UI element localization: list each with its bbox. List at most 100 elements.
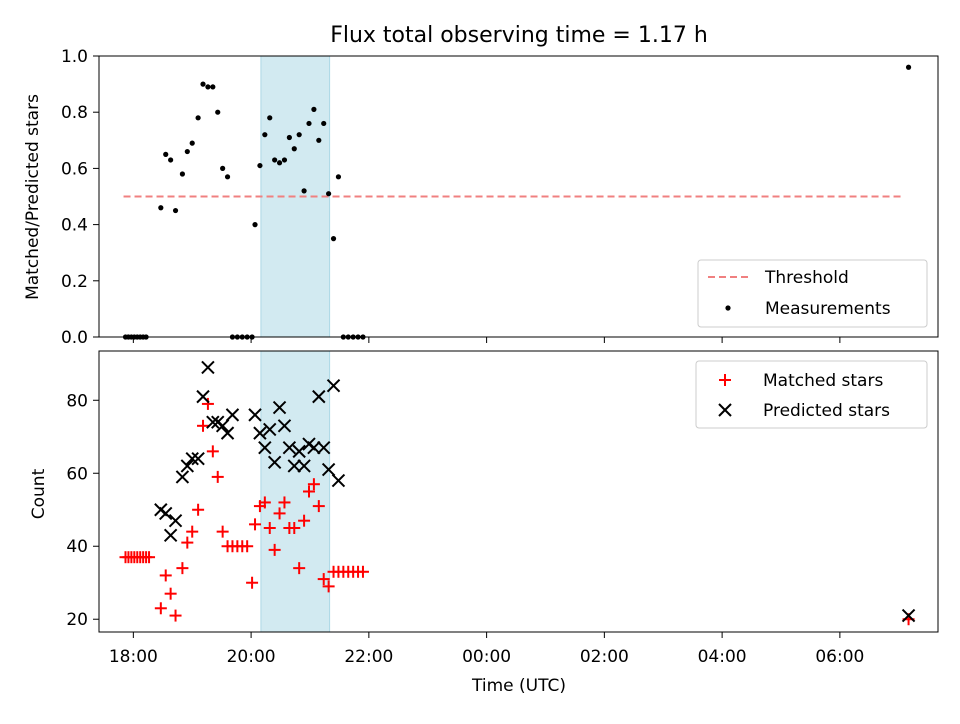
bottom-observing-span <box>260 350 331 633</box>
matched-star-point <box>273 507 286 520</box>
top-y-tick-label: 1.0 <box>61 47 88 67</box>
measurement-point <box>276 160 283 166</box>
matched-star-point <box>159 569 172 582</box>
bottom-y-axis-label: Count <box>29 468 49 519</box>
top-axes-frame <box>98 55 939 338</box>
measurement-point <box>200 81 206 87</box>
legend-matched-label: Matched stars <box>763 371 883 391</box>
predicted-star-point <box>287 459 301 473</box>
bottom-legend: Matched stars Predicted stars <box>695 360 928 429</box>
measurement-point <box>296 132 302 138</box>
measurement-point <box>195 115 201 121</box>
measurement-point <box>163 151 169 157</box>
measurement-point <box>905 64 912 70</box>
matched-star-point <box>206 445 219 458</box>
matched-star-point <box>322 580 335 593</box>
matched-star-point <box>298 514 311 527</box>
measurement-point <box>220 165 226 171</box>
measurement-point <box>210 84 216 90</box>
measurement-point <box>168 157 174 163</box>
bottom-y-tick-label: 80 <box>66 391 88 411</box>
measurement-point <box>205 84 211 90</box>
x-tick-label: 18:00 <box>109 647 158 667</box>
matched-star-point <box>258 496 271 509</box>
predicted-star-point <box>277 419 292 433</box>
predicted-star-point <box>267 455 282 470</box>
measurement-point <box>301 188 307 194</box>
matched-star-point <box>197 419 210 432</box>
top-y-tick-label: 0.0 <box>61 328 88 348</box>
legend-measurements-swatch <box>725 305 731 311</box>
matched-star-point <box>317 573 330 586</box>
predicted-star-point <box>253 426 267 440</box>
matched-star-point <box>263 521 276 534</box>
predicted-star-point <box>307 441 321 455</box>
x-tick-label: 04:00 <box>698 647 747 667</box>
matched-star-point <box>356 565 369 578</box>
legend-predicted-label: Predicted stars <box>763 401 890 421</box>
predicted-star-point <box>263 422 277 437</box>
matched-star-point <box>288 521 301 534</box>
bottom-axes-frame <box>98 350 939 633</box>
x-tick-label: 02:00 <box>580 647 629 667</box>
measurement-point <box>335 174 342 180</box>
legend-threshold-label: Threshold <box>764 268 849 288</box>
top-legend: Threshold Measurements <box>697 259 928 328</box>
predicted-star-point <box>175 470 190 484</box>
x-tick-label: 06:00 <box>815 647 864 667</box>
top-y-tick-label: 0.4 <box>61 216 88 236</box>
measurement-point <box>184 148 190 155</box>
measurement-point <box>189 140 195 146</box>
measurement-point <box>224 174 231 180</box>
matched-star-point <box>211 470 224 483</box>
predicted-star-point <box>168 513 183 528</box>
measurement-point <box>257 162 263 169</box>
matched-star-point <box>241 540 254 553</box>
bottom-shaded-span <box>260 350 331 633</box>
predicted-star-point <box>297 459 311 473</box>
predicted-star-point <box>180 459 195 473</box>
measurement-point <box>321 120 327 127</box>
measurement-point <box>306 120 312 127</box>
top-panel: 0.0 0.2 0.4 0.6 0.8 1.0 Matched/Predicted sta… <box>23 47 939 348</box>
legend-measurements-label: Measurements <box>765 299 891 319</box>
measurement-point <box>252 222 258 228</box>
predicted-star-point <box>215 419 230 433</box>
matched-star-point <box>143 551 156 564</box>
predicted-star-point <box>163 528 178 542</box>
matched-star-point <box>186 525 199 538</box>
matched-star-point <box>268 543 281 556</box>
matched-star-point <box>154 602 167 615</box>
measurement-point <box>330 236 337 242</box>
predicted-star-point <box>225 408 240 422</box>
matched-star-point <box>278 496 291 509</box>
measurement-point <box>281 157 288 163</box>
measurement-point <box>316 137 322 143</box>
predicted-star-point <box>185 451 199 466</box>
legend-matched-swatch <box>719 374 731 386</box>
matched-star-point <box>192 503 205 516</box>
bottom-panel: 20 40 60 80 18:00 20:00 22:00 00:00 02:00 04:00 0… <box>29 350 939 696</box>
matched-star-point <box>201 397 214 410</box>
predicted-star-point <box>159 506 173 521</box>
matched-star-point <box>169 609 182 622</box>
predicted-star-point <box>317 441 331 455</box>
measurement-point <box>215 109 221 115</box>
top-y-tick-label: 0.6 <box>61 159 88 179</box>
predicted-star-point <box>326 378 341 393</box>
measurement-point <box>291 146 297 152</box>
predicted-star-point <box>331 473 346 488</box>
x-axis-label: Time (UTC) <box>471 676 566 696</box>
matched-star-point <box>249 518 262 531</box>
top-y-ticks: 0.0 0.2 0.4 0.6 0.8 1.0 <box>61 47 99 348</box>
measurement-point <box>172 207 179 214</box>
measurement-point <box>267 115 273 121</box>
x-tick-label: 22:00 <box>344 647 393 667</box>
bottom-x-ticks: 18:00 20:00 22:00 00:00 02:00 04:00 06:00 <box>109 632 864 667</box>
x-tick-label: 20:00 <box>227 647 276 667</box>
matched-star-point <box>216 525 229 538</box>
matched-star-point <box>307 478 320 491</box>
measurement-point <box>272 157 278 163</box>
